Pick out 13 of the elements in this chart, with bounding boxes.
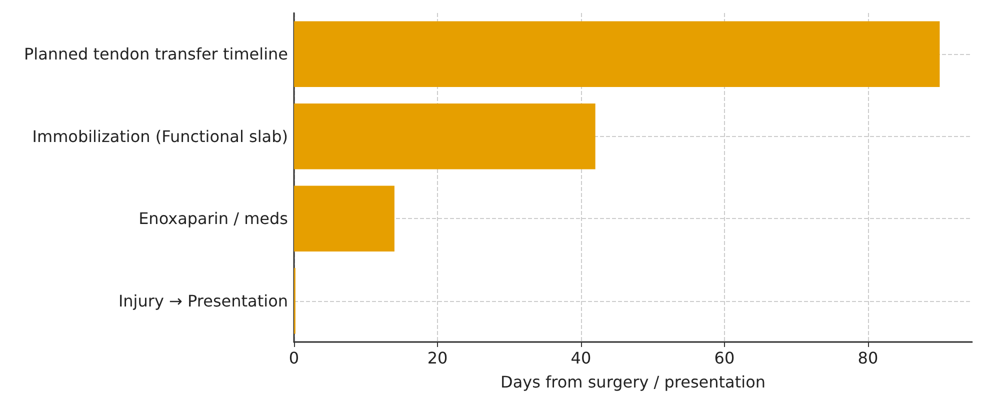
x-axis-title: Days from surgery / presentation <box>500 372 766 392</box>
bar <box>294 186 394 252</box>
y-tick-label: Immobilization (Functional slab) <box>32 126 288 146</box>
y-tick-label: Injury → Presentation <box>118 291 288 310</box>
bar <box>294 103 596 170</box>
x-tick-label: 0 <box>288 348 300 368</box>
x-tick-label: 40 <box>570 348 592 368</box>
x-tick-label: 80 <box>858 348 878 368</box>
x-tick-label: 20 <box>427 348 448 368</box>
bar <box>294 21 940 88</box>
y-tick-label: Planned tendon transfer timeline <box>24 44 288 64</box>
x-tick-label: 60 <box>714 348 735 368</box>
y-tick-label: Enoxaparin / meds <box>138 209 288 228</box>
